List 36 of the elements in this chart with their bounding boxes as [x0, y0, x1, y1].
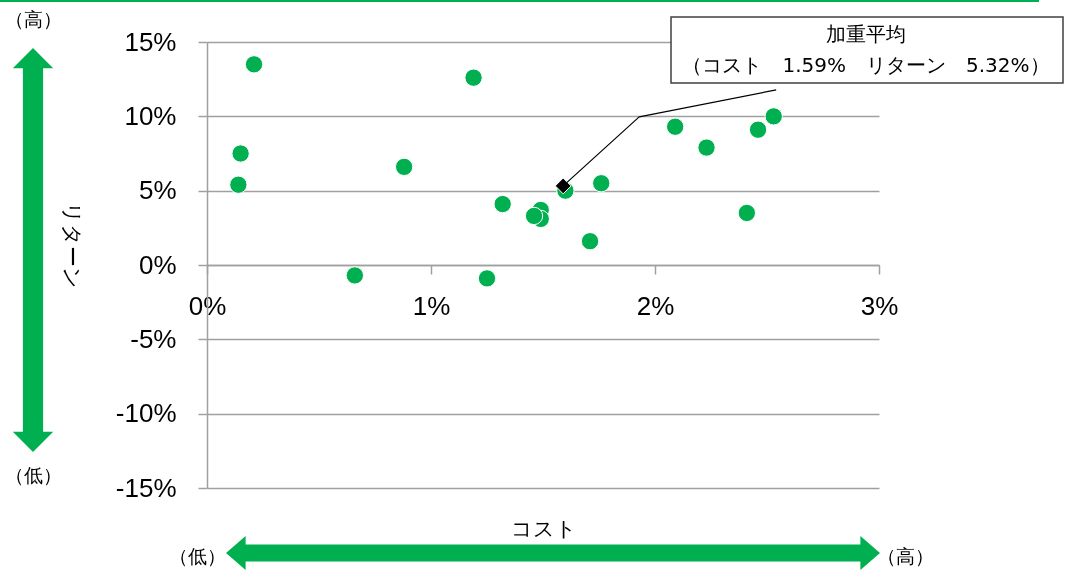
x-tick-label: 3%	[860, 290, 899, 321]
y-tick-label: -10%	[115, 398, 177, 429]
y-tick-label: -5%	[130, 323, 177, 354]
text: （高）	[4, 8, 62, 30]
x-tick-label: 2%	[636, 290, 675, 321]
point	[345, 266, 364, 285]
y-tick-label: 0%	[138, 249, 177, 280]
point	[231, 144, 250, 163]
point	[229, 175, 248, 194]
y-tick-label: 15%	[124, 26, 177, 57]
y-tick-label: 10%	[124, 100, 177, 131]
text: （低）	[4, 464, 62, 486]
point	[394, 157, 414, 177]
point	[592, 174, 611, 193]
point	[524, 206, 544, 226]
point	[244, 55, 264, 74]
point	[580, 232, 600, 251]
point	[554, 177, 572, 195]
point	[697, 138, 716, 157]
point	[477, 269, 497, 288]
point	[464, 68, 483, 87]
text: （高）	[876, 545, 934, 567]
point	[493, 194, 512, 214]
point	[748, 120, 768, 139]
text: （低）	[168, 545, 226, 567]
annotation: （コスト 1.59% リターン 5.32%）	[682, 53, 1050, 77]
y-tick-label: 5%	[138, 175, 177, 206]
point	[764, 107, 783, 126]
y-tick-label: -15%	[115, 472, 177, 503]
point	[666, 117, 685, 136]
x-axis-title: コスト	[510, 516, 577, 541]
annotation: 加重平均	[826, 22, 906, 46]
point	[737, 203, 756, 223]
y-axis-title: リターン	[59, 202, 84, 289]
x-tick-label: 0%	[188, 290, 227, 321]
x-tick-label: 1%	[412, 290, 451, 321]
